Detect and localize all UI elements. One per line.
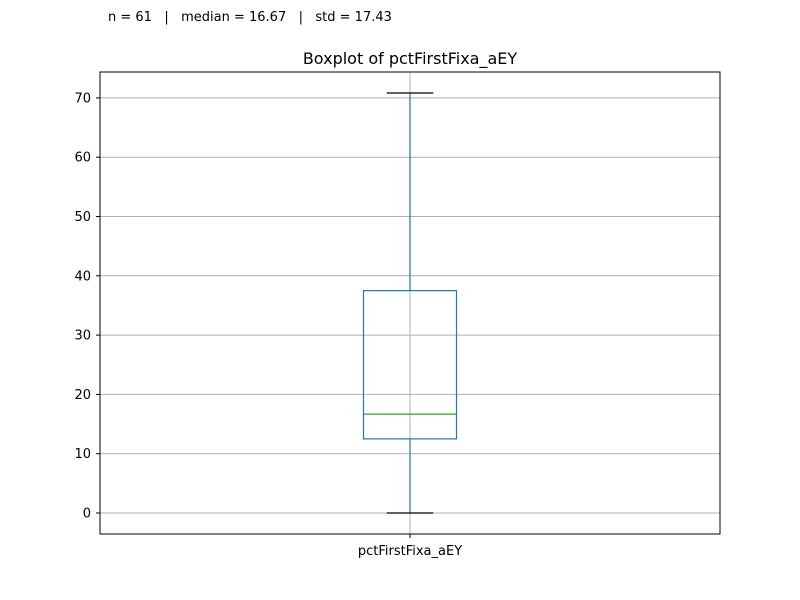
grid-lines xyxy=(100,72,720,534)
box-layer xyxy=(362,92,458,514)
y-tick-label: 40 xyxy=(74,269,91,284)
axes: 0 10 20 30 40 50 60 70 pctFirstFixa_aEY xyxy=(74,71,721,559)
y-tick-label: 10 xyxy=(74,447,91,462)
y-tick-label: 30 xyxy=(74,329,91,344)
y-tick-label: 0 xyxy=(83,507,91,522)
y-tick-label: 50 xyxy=(74,210,91,225)
y-tick-label: 70 xyxy=(74,91,91,106)
iqr-box xyxy=(362,290,458,440)
y-tick-label: 60 xyxy=(74,151,91,166)
y-tick-label: 20 xyxy=(74,388,91,403)
summary-stats: n = 61 | median = 16.67 | std = 17.43 xyxy=(108,10,392,25)
chart-title: Boxplot of pctFirstFixa_aEY xyxy=(303,49,518,69)
x-tick-label: pctFirstFixa_aEY xyxy=(358,544,462,559)
